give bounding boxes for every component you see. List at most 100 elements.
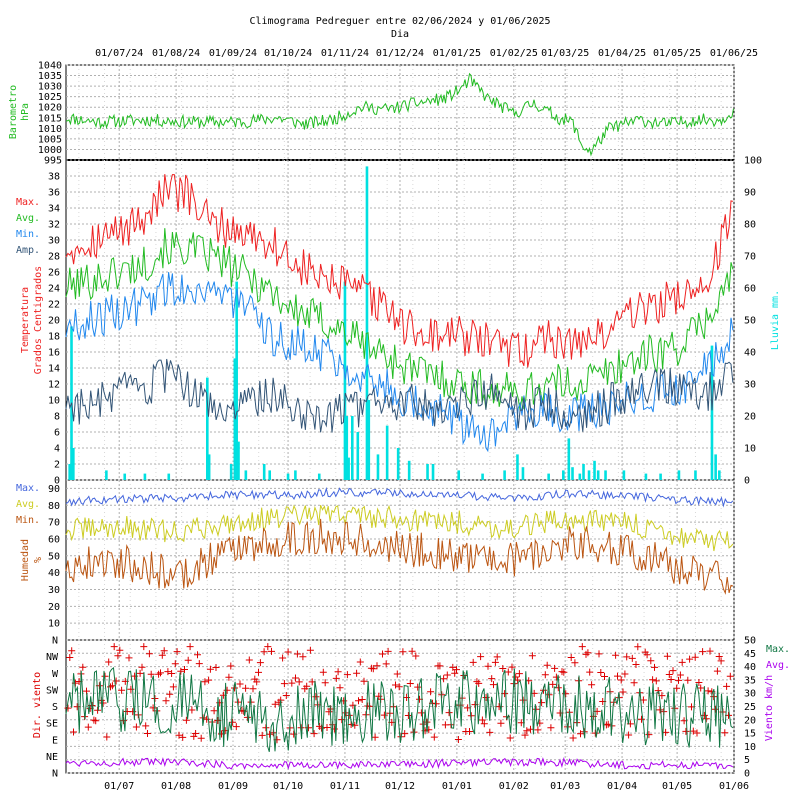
bottom-date-tick: 01/08 [161, 781, 191, 792]
wind-dir-mark [451, 669, 459, 677]
wind-dir-mark [445, 709, 453, 717]
rain-bar [516, 454, 519, 480]
wind-dir-mark [453, 666, 460, 674]
wind-dir-mark [116, 646, 124, 654]
temp-tick: 10 [48, 396, 60, 407]
pressure-line [65, 72, 734, 157]
wind-dir-mark [160, 647, 168, 655]
hum-tick: 40 [48, 568, 60, 579]
wind-dir-mark [127, 685, 135, 693]
wind-dir-mark [449, 663, 457, 671]
rain-bar [596, 470, 600, 480]
temp-tick: 8 [54, 412, 60, 423]
wind-dir-mark [227, 662, 235, 670]
rain-tick: 70 [744, 252, 756, 263]
wind-dir-mark [140, 643, 148, 651]
rain-bar [72, 448, 75, 480]
bottom-date-tick: 01/03 [550, 781, 580, 792]
rain-bar [396, 448, 400, 480]
rain-bar [268, 470, 272, 480]
wind-dir-mark [523, 727, 531, 735]
wind-dir-mark [440, 675, 448, 683]
wind-dir-mark [79, 663, 87, 671]
wind-dir-mark [147, 670, 155, 678]
temp-tick: 38 [48, 172, 60, 183]
pressure-axis-unit: hPa [20, 103, 31, 121]
wind-dir-mark [136, 669, 144, 677]
rain-bar [562, 470, 565, 480]
rain-bar [578, 473, 582, 480]
wind-dir-mark [264, 643, 272, 651]
rain-tick: 80 [744, 220, 756, 231]
marks-layer [64, 72, 734, 770]
wind-dir-mark [321, 679, 329, 687]
wind-dir-mark [499, 665, 507, 672]
temp-tick: 26 [48, 268, 60, 279]
bottom-date-tick: 01/02 [499, 781, 529, 792]
wind-dir-mark [395, 683, 403, 691]
wind-dir-mark [84, 723, 92, 731]
wind-dir-mark [306, 646, 314, 654]
wind-dir-mark [538, 699, 546, 707]
rain-bar [582, 464, 585, 480]
hum-legend-item: Avg. [16, 499, 40, 510]
wind-dir-mark [443, 671, 451, 679]
hum-tick: 90 [48, 484, 60, 495]
rain-bar [521, 467, 525, 480]
temp-tick: 6 [54, 428, 60, 439]
wind-dir-mark [652, 677, 660, 685]
rain-bar [426, 464, 429, 480]
wind-dir-mark [623, 653, 631, 661]
wind-dir-mark [399, 648, 407, 656]
wind-dir-mark [255, 668, 262, 676]
rain-bar [237, 441, 240, 480]
wind-dir-mark [597, 669, 605, 676]
temp-series-line [65, 358, 734, 433]
temp-axis-unit: Grados Centigrados [33, 266, 44, 374]
wind-dir-mark [586, 668, 594, 676]
wind-dir-mark [110, 643, 118, 651]
rain-bar [317, 473, 321, 480]
hum-axis-unit: % [33, 557, 44, 563]
wind-dir-mark [371, 733, 379, 741]
wind-dir-mark [271, 700, 279, 708]
pressure-tick: 1035 [38, 71, 62, 82]
rain-bar [206, 377, 209, 480]
rain-bar [105, 470, 108, 480]
temp-legend-item: Max. [16, 197, 40, 208]
temp-tick: 2 [54, 460, 60, 471]
wind-dir-mark [379, 650, 386, 658]
wind-dir-mark [225, 673, 233, 681]
wind-dir-mark [70, 728, 77, 736]
rain-bar [567, 438, 571, 480]
rain-tick: 40 [744, 348, 756, 359]
wind-dir-mark [284, 648, 292, 656]
chart-title: Climograma Pedreguer entre 02/06/2024 y … [249, 16, 550, 27]
temp-series-line [65, 272, 734, 453]
wind-dir-mark [514, 676, 522, 684]
wind-dir-mark [253, 678, 261, 686]
wind-dir-mark [303, 682, 311, 690]
temp-legend-item: Avg. [16, 213, 40, 224]
top-date-tick: 01/01/25 [433, 48, 481, 59]
temp-axis-label: Temperatura [20, 287, 31, 353]
wind-dir-mark [280, 680, 288, 688]
wind-dir-mark [682, 727, 690, 735]
wind-dir-mark [591, 729, 599, 737]
wind-dir-mark [577, 730, 584, 738]
rain-bar [229, 464, 233, 480]
rain-bar [547, 473, 550, 480]
wind-dir-mark [521, 731, 529, 739]
wind-dir-mark [558, 668, 566, 676]
wind-dir-mark [647, 657, 655, 665]
temp-tick: 28 [48, 252, 60, 263]
wind-dir-mark [190, 732, 198, 740]
wind-dir-mark [515, 670, 523, 678]
hum-tick: 10 [48, 619, 60, 630]
wind-dir-mark [336, 684, 344, 692]
wind-dir-mark [612, 651, 620, 659]
wind-dir-mark [282, 692, 290, 699]
wind-dir-mark [249, 685, 257, 693]
wind-dir-mark [686, 655, 694, 663]
